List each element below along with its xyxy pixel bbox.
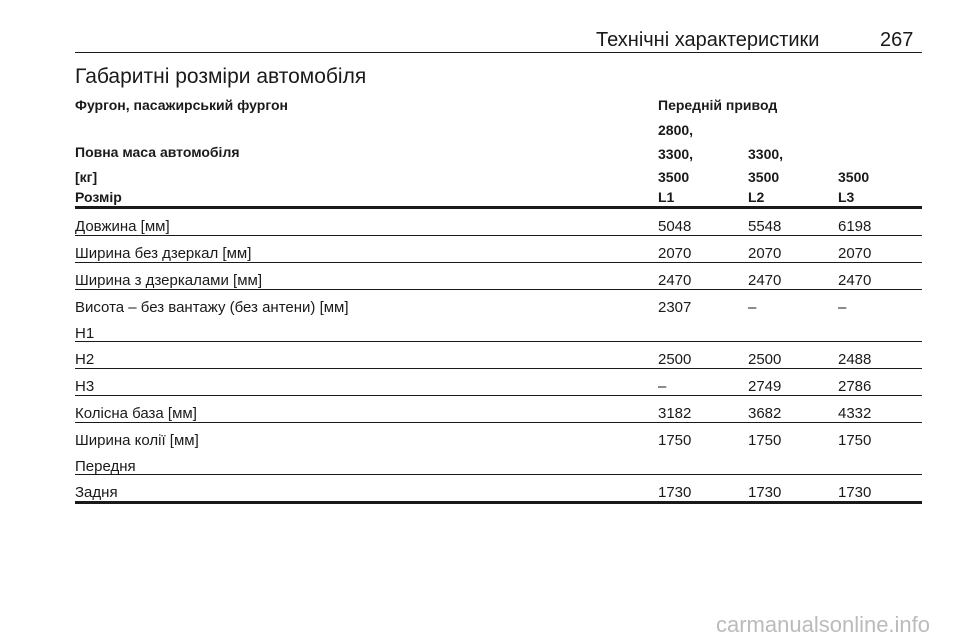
cell: – (748, 299, 757, 316)
size: L3 (838, 189, 855, 205)
row-label: Задня (75, 484, 118, 501)
row-rule (75, 474, 922, 475)
row-rule (75, 395, 922, 396)
cell: 2470 (658, 272, 692, 289)
mass-value: 3300, (748, 145, 784, 162)
cell: – (838, 299, 847, 316)
section-title: Технічні характеристики (596, 29, 820, 51)
cell: 6198 (838, 218, 872, 235)
mass-value: 3500 (658, 169, 690, 185)
cell: 3182 (658, 405, 692, 422)
cell: 2500 (658, 351, 692, 368)
watermark: carmanualsonline.info (716, 612, 931, 637)
header-rule (75, 52, 922, 53)
row-label: Висота – без вантажу (без антени) [мм] (75, 299, 349, 316)
row-label: Ширина з дзеркалами [мм] (75, 272, 262, 289)
row-label: Ширина без дзеркал [мм] (75, 245, 252, 262)
cell: 2070 (658, 245, 692, 262)
cell: 1730 (658, 484, 692, 501)
cell: 2749 (748, 378, 782, 395)
row-label: Колісна база [мм] (75, 405, 197, 422)
heading: Габаритні розміри автомобіля (75, 65, 367, 88)
mass-label: [кг] (75, 169, 98, 185)
cell: 1730 (748, 484, 782, 501)
size-label: Розмір (75, 189, 122, 205)
mass-value: 3300, (658, 145, 694, 162)
cell: – (658, 378, 667, 395)
cell: 2307 (658, 299, 692, 316)
cell: 2070 (748, 245, 782, 262)
cell: 5048 (658, 218, 692, 235)
row-rule (75, 341, 922, 342)
cell: 3682 (748, 405, 782, 422)
size: L1 (658, 189, 675, 205)
cell: 4332 (838, 405, 872, 422)
cell: 2488 (838, 351, 872, 368)
mass-value: 3500 (748, 169, 780, 185)
page-number: 267 (880, 29, 914, 51)
row-label: H2 (75, 351, 95, 368)
mass-value: 2800, (658, 122, 694, 138)
cell: 2500 (748, 351, 782, 368)
row-label: Ширина колії [мм] (75, 432, 199, 449)
mass-value: 3500 (838, 169, 870, 185)
cell: 2470 (748, 272, 782, 289)
cell: 5548 (748, 218, 782, 235)
mass-label: Повна маса автомобіля (75, 144, 240, 160)
row-rule (75, 235, 922, 236)
row-label: Довжина [мм] (75, 218, 170, 235)
cell: 1730 (838, 484, 872, 501)
row-rule (75, 368, 922, 369)
row-rule (75, 501, 922, 504)
cell: 2470 (838, 272, 872, 289)
row-label: H3 (75, 378, 95, 395)
cell: 1750 (838, 432, 872, 449)
size: L2 (748, 189, 765, 205)
cell: 1750 (658, 432, 692, 449)
cell: 1750 (748, 432, 782, 449)
cell: 2786 (838, 378, 872, 395)
row-rule (75, 289, 922, 290)
row-label: Передня (75, 458, 136, 475)
row-rule (75, 206, 922, 209)
group: Фургон, пасажирський фургон (75, 97, 288, 113)
row-label: H1 (75, 325, 95, 342)
row-rule (75, 262, 922, 263)
drive: Передній привод (658, 97, 778, 113)
row-rule (75, 422, 922, 423)
cell: 2070 (838, 245, 872, 262)
